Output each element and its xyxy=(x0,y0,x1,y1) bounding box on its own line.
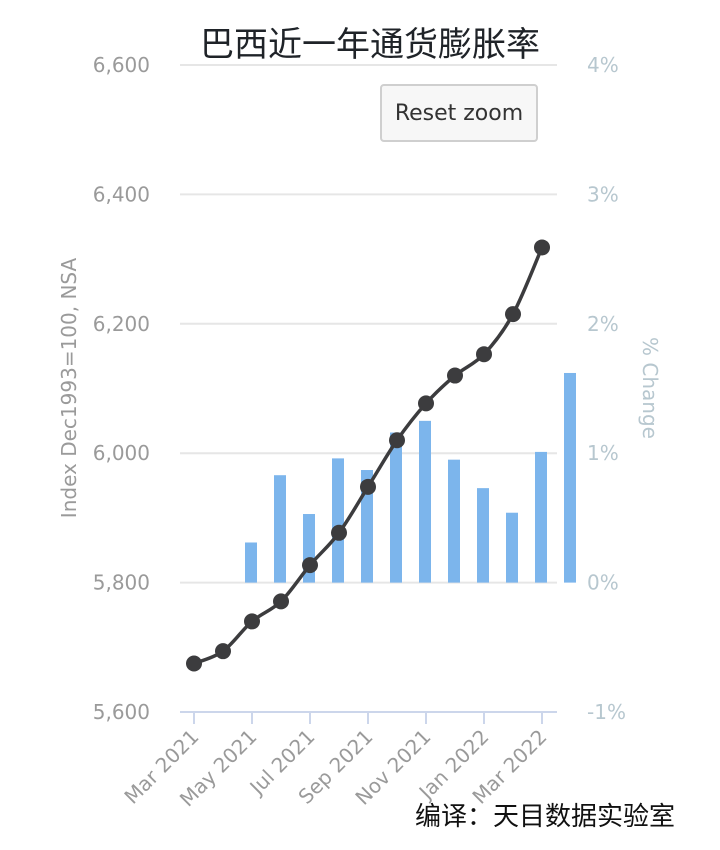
bar xyxy=(448,459,460,583)
line-path xyxy=(193,246,544,666)
right-axis-title: % Change xyxy=(638,337,662,439)
line-point xyxy=(244,613,260,630)
y-right-tick-label: 3% xyxy=(587,182,619,206)
line-point xyxy=(389,432,405,449)
chart-title: 巴西近一年通货膨胀率 xyxy=(200,25,540,65)
bar xyxy=(332,458,344,583)
line-point xyxy=(476,346,492,363)
left-axis-title: Index Dec1993=100, NSA xyxy=(57,257,81,518)
line-point xyxy=(186,655,202,672)
line-series xyxy=(186,239,550,672)
y-right-tick-label: 0% xyxy=(587,571,619,595)
bar xyxy=(361,470,373,583)
left-y-axis: 5,600 5,800 6,000 6,200 6,400 6,600 xyxy=(93,53,150,724)
y-left-tick-label: 6,000 xyxy=(93,441,150,465)
bar-series xyxy=(245,372,576,583)
bar xyxy=(390,432,402,583)
line-point xyxy=(331,524,347,541)
bar xyxy=(419,420,431,583)
bar xyxy=(535,451,547,583)
line-point xyxy=(302,557,318,574)
right-y-axis: -1% 0% 1% 2% 3% 4% xyxy=(587,53,626,724)
reset-zoom-button[interactable]: Reset zoom xyxy=(380,84,538,142)
bar xyxy=(477,488,489,583)
y-left-tick-label: 6,200 xyxy=(93,312,150,336)
bar xyxy=(564,372,576,583)
line-point xyxy=(273,593,289,610)
y-right-tick-label: 2% xyxy=(587,312,619,336)
y-right-tick-label: -1% xyxy=(587,700,626,724)
y-right-tick-label: 1% xyxy=(587,441,619,465)
bar xyxy=(245,542,257,583)
y-left-tick-label: 5,800 xyxy=(93,571,150,595)
y-left-tick-label: 6,600 xyxy=(93,53,150,77)
y-right-tick-label: 4% xyxy=(587,53,619,77)
line-point xyxy=(534,239,550,256)
line-point xyxy=(360,478,376,495)
bar xyxy=(274,475,286,583)
line-point xyxy=(215,643,231,660)
bar xyxy=(506,512,518,583)
line-point xyxy=(418,395,434,412)
y-left-tick-label: 6,400 xyxy=(93,182,150,206)
credit-text: 编译：天目数据实验室 xyxy=(415,802,675,832)
gridlines xyxy=(180,64,557,584)
line-point xyxy=(505,306,521,323)
line-point xyxy=(447,367,463,384)
y-left-tick-label: 5,600 xyxy=(93,700,150,724)
